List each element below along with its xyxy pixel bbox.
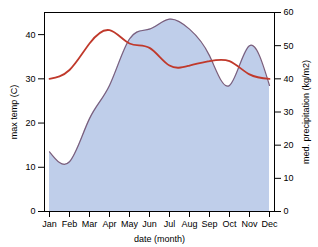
- svg-text:40: 40: [25, 29, 35, 39]
- svg-text:50: 50: [284, 41, 294, 51]
- svg-text:Jan: Jan: [42, 219, 57, 229]
- svg-text:Apr: Apr: [102, 219, 116, 229]
- svg-text:Mar: Mar: [82, 219, 98, 229]
- svg-text:10: 10: [25, 162, 35, 172]
- svg-text:0: 0: [284, 206, 289, 216]
- svg-text:May: May: [121, 219, 139, 229]
- svg-text:Aug: Aug: [181, 219, 197, 229]
- svg-text:date (month): date (month): [134, 234, 185, 244]
- svg-text:Nov: Nov: [241, 219, 258, 229]
- svg-text:Sep: Sep: [201, 219, 217, 229]
- svg-text:40: 40: [284, 74, 294, 84]
- svg-text:Feb: Feb: [62, 219, 78, 229]
- svg-text:30: 30: [284, 107, 294, 117]
- svg-text:10: 10: [284, 173, 294, 183]
- svg-text:med. precipitation (kg/m2): med. precipitation (kg/m2): [301, 60, 311, 164]
- svg-text:Dec: Dec: [261, 219, 278, 229]
- svg-text:Oct: Oct: [222, 219, 237, 229]
- svg-text:max temp (C): max temp (C): [9, 85, 19, 140]
- svg-text:60: 60: [284, 7, 294, 17]
- svg-text:Jun: Jun: [142, 219, 157, 229]
- svg-text:0: 0: [30, 206, 35, 216]
- svg-text:30: 30: [25, 74, 35, 84]
- svg-text:Jul: Jul: [164, 219, 176, 229]
- svg-text:20: 20: [25, 118, 35, 128]
- svg-text:20: 20: [284, 140, 294, 150]
